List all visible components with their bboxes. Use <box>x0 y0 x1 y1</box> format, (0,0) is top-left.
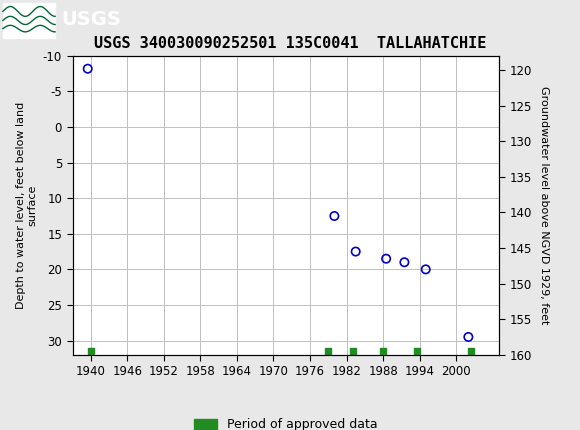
Point <box>400 259 409 266</box>
Point <box>382 255 391 262</box>
Point <box>324 348 333 355</box>
Text: USGS 340030090252501 135C0041  TALLAHATCHIE: USGS 340030090252501 135C0041 TALLAHATCH… <box>94 36 486 51</box>
Point <box>464 334 473 341</box>
Text: USGS: USGS <box>61 10 121 29</box>
Point <box>421 266 430 273</box>
Y-axis label: Groundwater level above NGVD 1929, feet: Groundwater level above NGVD 1929, feet <box>539 86 549 325</box>
FancyBboxPatch shape <box>3 3 55 37</box>
Point <box>348 348 357 355</box>
Point <box>329 212 339 219</box>
Point <box>351 248 360 255</box>
Legend: Period of approved data: Period of approved data <box>189 413 382 430</box>
Point <box>467 348 476 355</box>
Point <box>86 348 96 355</box>
Point <box>412 348 421 355</box>
Point <box>379 348 388 355</box>
Point <box>83 65 92 72</box>
Y-axis label: Depth to water level, feet below land
surface: Depth to water level, feet below land su… <box>16 102 37 309</box>
